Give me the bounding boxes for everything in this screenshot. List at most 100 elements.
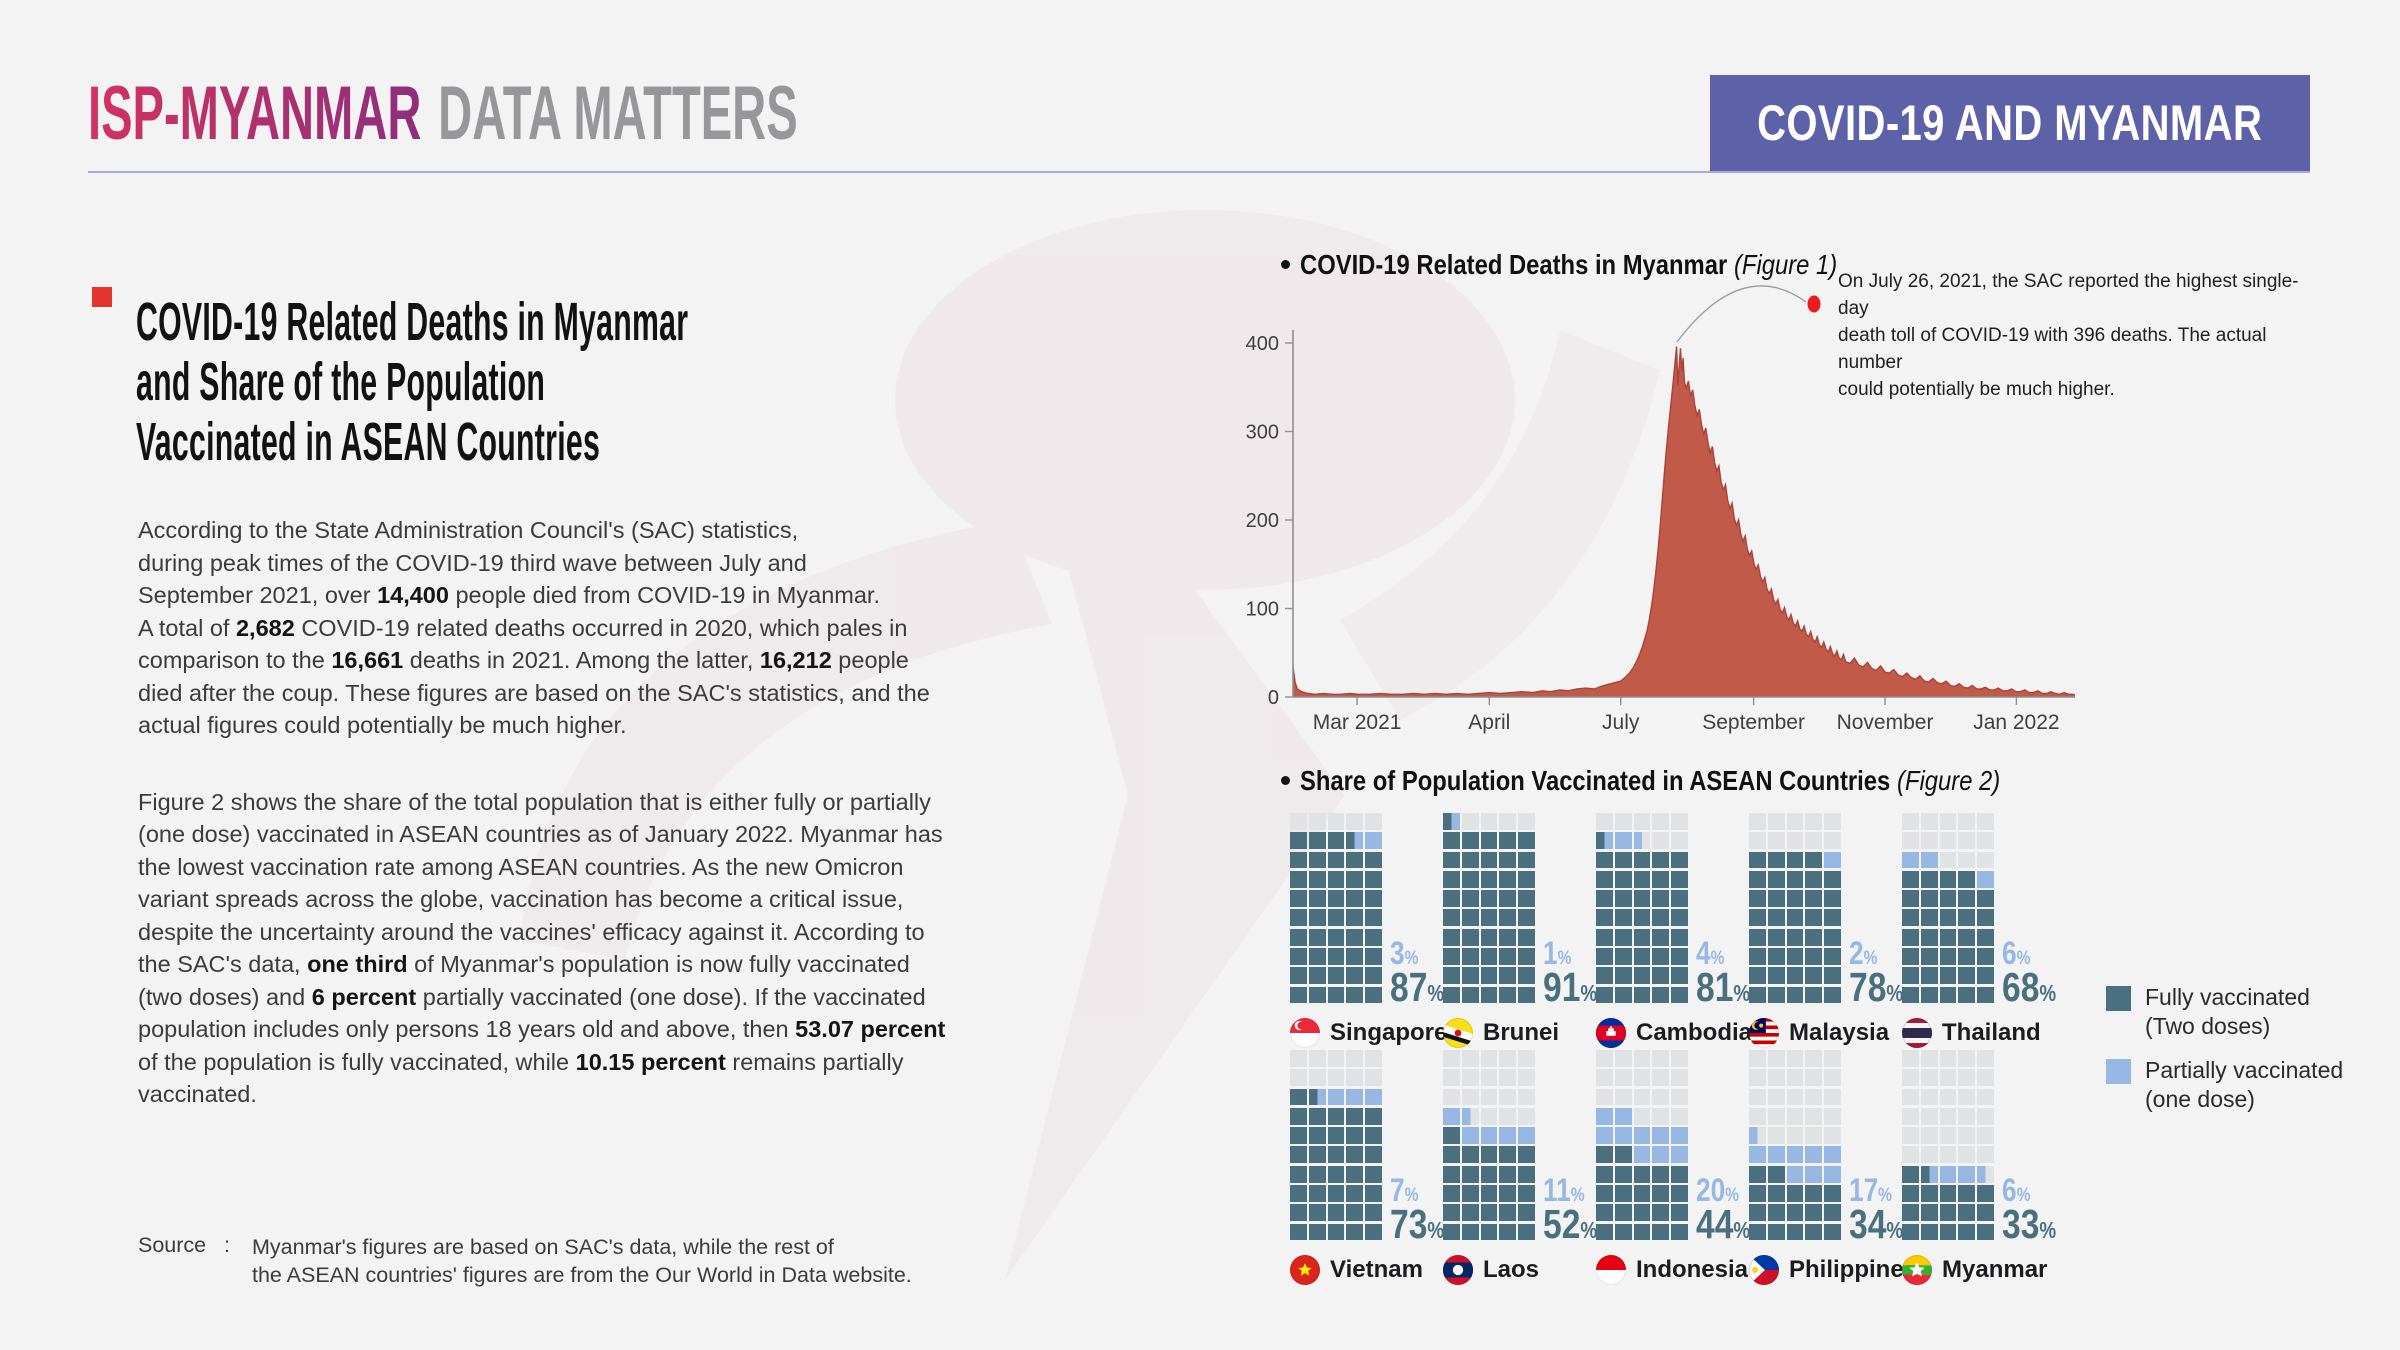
partial-percent: 20% [1696, 1172, 1740, 1208]
waffle-vietnam: 7% 73% Vietnam [1290, 1050, 1450, 1295]
flag-vietnam-icon [1290, 1255, 1320, 1285]
deaths-edge-line [1292, 346, 2076, 696]
partial-percent: 6% [2002, 1172, 2031, 1208]
country-label: Vietnam [1330, 1256, 1423, 1283]
figure2-title: Share of Population Vaccinated in ASEAN … [1300, 765, 1891, 796]
waffle-singapore: 3% 87% Singapore [1290, 813, 1450, 1058]
waffle-cambodia: 4% 81% Cambodia [1596, 813, 1756, 1058]
full-percent: 68% [2002, 964, 2057, 1010]
waffle-grid [1902, 1050, 1994, 1241]
waffle-philippines: 17% 34% Philippines [1749, 1050, 1917, 1295]
series-banner: COVID-19 AND MYANMAR [1710, 75, 2310, 171]
source-note: Source : Myanmar's figures are based on … [138, 1233, 912, 1289]
flag-singapore-icon [1290, 1018, 1320, 1048]
x-tick-label: Mar 2021 [1313, 711, 1402, 734]
flag-laos-icon [1443, 1255, 1473, 1285]
full-percent: 44% [1696, 1201, 1751, 1247]
paragraph: According to the State Administration Co… [138, 517, 930, 738]
country-label: Malaysia [1789, 1019, 1890, 1046]
deaths-area [1293, 346, 2075, 697]
waffle-laos: 11% 52% Laos [1443, 1050, 1603, 1295]
full-percent: 73% [1390, 1201, 1445, 1247]
waffle-grid [1596, 1050, 1688, 1241]
full-percent: 78% [1849, 964, 1904, 1010]
y-tick-label: 100 [1246, 599, 1279, 621]
x-tick-label: November [1837, 711, 1934, 734]
partial-percent: 3% [1390, 935, 1419, 971]
full-percent: 87% [1390, 964, 1445, 1010]
source-text: Myanmar's figures are based on SAC's dat… [252, 1235, 912, 1287]
legend-swatch-icon [2106, 986, 2131, 1011]
y-tick-label: 400 [1246, 333, 1279, 355]
flag-philippines-icon [1749, 1255, 1779, 1285]
flag-thailand-icon [1902, 1018, 1932, 1048]
annotation-arc [1676, 285, 1807, 343]
banner-title: COVID-19 AND MYANMAR [1757, 95, 2263, 151]
flag-malaysia-icon [1749, 1018, 1779, 1048]
country-label: Brunei [1483, 1019, 1560, 1046]
country-label: Singapore [1330, 1019, 1448, 1046]
waffle-grid [1290, 1050, 1382, 1241]
country-label: Cambodia [1636, 1019, 1753, 1046]
paragraph: Figure 2 shows the share of the total po… [138, 788, 946, 1108]
waffle-grid [1902, 813, 1994, 1004]
country-label: Indonesia [1636, 1256, 1749, 1283]
waffle-grid [1443, 1050, 1535, 1241]
y-tick-label: 300 [1246, 422, 1279, 444]
source-label: Source [138, 1233, 207, 1257]
full-percent: 91% [1543, 964, 1598, 1010]
waffle-grid [1749, 813, 1841, 1004]
full-percent: 81% [1696, 964, 1751, 1010]
partial-percent: 4% [1696, 935, 1725, 971]
country-label: Thailand [1942, 1019, 2041, 1046]
waffle-indonesia: 20% 44% Indonesia [1596, 1050, 1756, 1295]
body-text: According to the State Administration Co… [138, 514, 945, 1155]
waffle-myanmar: 6% 33% Myanmar [1902, 1050, 2062, 1295]
legend-item-full: Fully vaccinated (Two doses) [2106, 983, 2343, 1041]
partial-percent: 2% [1849, 935, 1878, 971]
figure1-label: (Figure 1) [1734, 249, 1838, 280]
full-percent: 34% [1849, 1201, 1904, 1247]
partial-percent: 17% [1849, 1172, 1893, 1208]
flag-indonesia-icon [1596, 1255, 1626, 1285]
header-divider [88, 171, 2310, 173]
title-bullet-square [92, 287, 112, 307]
country-label: Myanmar [1942, 1256, 2048, 1283]
waffle-grid [1596, 813, 1688, 1004]
deaths-area-chart: 0 100 200 300 400 Mar 2021 April July September N… [1246, 285, 2076, 734]
figure2-bullet-icon [1281, 776, 1290, 785]
y-tick-label: 200 [1246, 510, 1279, 532]
waffle-thailand: 6% 68% Thailand [1902, 813, 2062, 1058]
legend-label: Fully vaccinated (Two doses) [2145, 984, 2310, 1039]
isp-myanmar-logo: ISP-MYANMAR DATA MATTERS [88, 74, 798, 154]
full-percent: 52% [1543, 1201, 1598, 1247]
legend-swatch-icon [2106, 1059, 2131, 1084]
flag-myanmar-icon [1902, 1255, 1932, 1285]
page-title: COVID-19 Related Deaths in Myanmar and S… [136, 292, 689, 473]
full-percent: 33% [2002, 1201, 2057, 1247]
waffle-grid [1749, 1050, 1841, 1241]
figure1-bullet-icon [1281, 260, 1290, 269]
waffle-grid [1290, 813, 1382, 1004]
country-label: Philippines [1789, 1256, 1918, 1283]
logo-secondary-text: DATA MATTERS [438, 71, 798, 156]
figure2-header: Share of Population Vaccinated in ASEAN … [1281, 766, 2124, 796]
flag-cambodia-icon [1596, 1018, 1626, 1048]
logo-primary-text: ISP-MYANMAR [88, 71, 422, 156]
flag-brunei-icon [1443, 1018, 1473, 1048]
legend-item-partial: Partially vaccinated (one dose) [2106, 1056, 2343, 1114]
figure2-label: (Figure 2) [1897, 765, 2001, 796]
annotation-dot-icon [1807, 295, 1821, 313]
figure1-header: COVID-19 Related Deaths in Myanmar (Figur… [1281, 250, 1932, 280]
vaccination-legend: Fully vaccinated (Two doses) Partially va… [2106, 983, 2343, 1129]
peak-annotation-text: On July 26, 2021, the SAC reported the h… [1838, 271, 2299, 400]
country-label: Laos [1483, 1256, 1540, 1283]
x-tick-label: September [1702, 711, 1805, 734]
partial-percent: 6% [2002, 935, 2031, 971]
y-tick-label: 0 [1268, 687, 1279, 709]
legend-label: Partially vaccinated (one dose) [2145, 1057, 2344, 1112]
x-tick-label: April [1468, 711, 1510, 734]
partial-percent: 1% [1543, 935, 1572, 971]
